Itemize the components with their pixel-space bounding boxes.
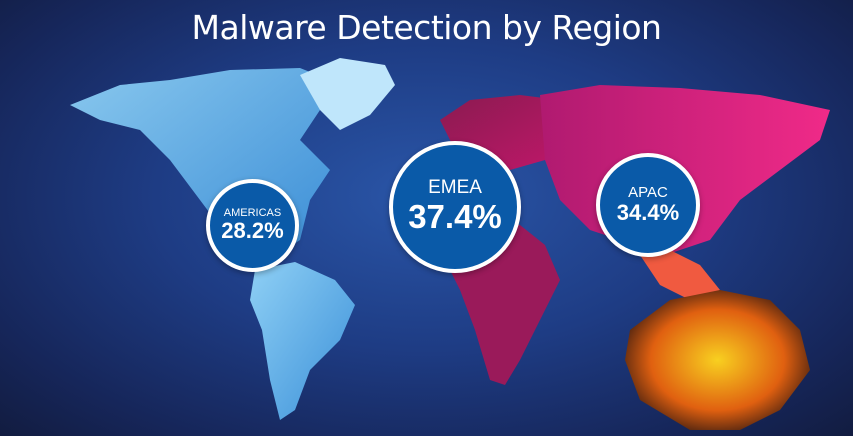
southeast-asia <box>640 250 720 300</box>
region-bubble-americas: AMERICAS 28.2% <box>206 179 299 272</box>
region-label: EMEA <box>428 177 482 199</box>
region-value: 34.4% <box>616 200 680 226</box>
region-bubble-emea: EMEA 37.4% <box>389 141 521 273</box>
oceania <box>625 290 810 430</box>
region-label: AMERICAS <box>223 207 282 220</box>
region-label: APAC <box>628 183 668 201</box>
region-value: 37.4% <box>408 198 502 236</box>
region-value: 28.2% <box>221 218 284 244</box>
region-bubble-apac: APAC 34.4% <box>596 153 700 257</box>
south-america <box>250 262 355 420</box>
greenland <box>300 58 395 130</box>
page-title: Malware Detection by Region <box>191 8 662 47</box>
